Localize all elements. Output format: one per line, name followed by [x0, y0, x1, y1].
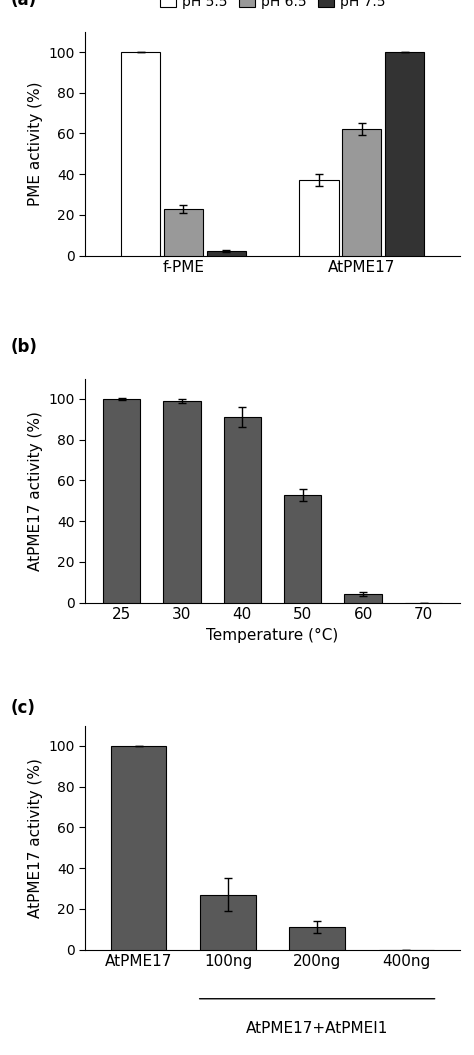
Bar: [121, 52, 160, 255]
Bar: [385, 52, 424, 255]
Bar: [290, 927, 345, 950]
Bar: [201, 895, 255, 950]
Text: (b): (b): [10, 339, 37, 357]
Legend: pH 5.5, pH 6.5, pH 7.5: pH 5.5, pH 6.5, pH 7.5: [154, 0, 391, 15]
Bar: [164, 209, 203, 255]
Bar: [111, 746, 166, 950]
Bar: [342, 130, 382, 255]
Text: (c): (c): [10, 698, 35, 716]
Y-axis label: AtPME17 activity (%): AtPME17 activity (%): [28, 757, 43, 918]
Bar: [345, 594, 382, 602]
X-axis label: Temperature (°C): Temperature (°C): [206, 628, 339, 642]
Y-axis label: PME activity (%): PME activity (%): [28, 81, 43, 206]
Bar: [103, 399, 140, 602]
Bar: [299, 180, 338, 255]
Text: (a): (a): [10, 0, 36, 9]
Bar: [163, 401, 201, 602]
Bar: [284, 495, 321, 602]
Bar: [224, 418, 261, 602]
Y-axis label: AtPME17 activity (%): AtPME17 activity (%): [28, 410, 43, 571]
Bar: [207, 251, 246, 255]
Text: AtPME17+AtPMEI1: AtPME17+AtPMEI1: [246, 1021, 388, 1036]
